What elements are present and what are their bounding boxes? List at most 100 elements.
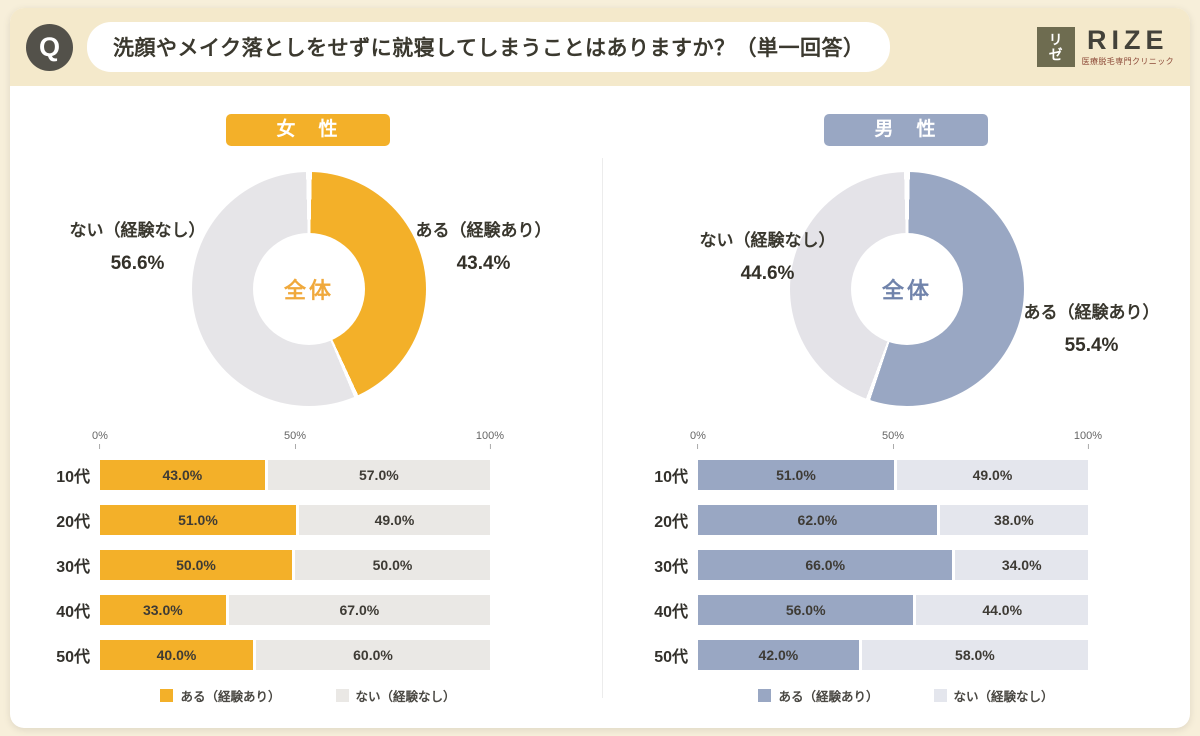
stacked-bar: 62.0% 38.0% xyxy=(698,505,1088,535)
bar-segment-nai: 57.0% xyxy=(267,460,490,490)
female-donut-label-aru: ある（経験あり） 43.4% xyxy=(386,216,581,275)
female-donut-label-nai: ない（経験なし） 56.6% xyxy=(40,216,235,275)
axis-tick: 50% xyxy=(284,430,306,449)
legend-item: ない（経験なし） xyxy=(335,686,456,705)
bar-row: 20代 51.0% 49.0% xyxy=(28,505,490,535)
male-nai-label: ない（経験なし） xyxy=(699,231,836,250)
age-label: 10代 xyxy=(56,469,90,486)
age-label: 40代 xyxy=(56,604,90,621)
age-label: 20代 xyxy=(654,514,688,531)
bar-segment-aru: 33.0% xyxy=(100,595,229,625)
male-bar-rows: 10代 51.0% 49.0% 20代 62.0% 38.0% 30代 66.0% 34.0% 4… xyxy=(626,460,1088,685)
bar-row: 10代 43.0% 57.0% xyxy=(28,460,490,490)
axis-tick: 50% xyxy=(882,430,904,449)
female-bar-axis: 0% 50% 100% xyxy=(92,430,504,450)
stacked-bar: 43.0% 57.0% xyxy=(100,460,490,490)
axis-tick-label: 100% xyxy=(1073,430,1103,442)
legend-label: ない（経験なし） xyxy=(355,690,456,704)
rize-logo: リゼ RIZE 医療脱毛専門クリニック xyxy=(1036,27,1174,67)
legend-swatch-icon xyxy=(933,689,947,702)
rize-logo-name: RIZE xyxy=(1087,25,1169,55)
male-donut-center-label: 全体 xyxy=(881,278,932,303)
male-donut-label-nai: ない（経験なし） 44.6% xyxy=(670,226,865,285)
legend-item: ない（経験なし） xyxy=(933,686,1054,705)
legend-label: ある（経験あり） xyxy=(180,690,281,704)
male-bar-axis: 0% 50% 100% xyxy=(690,430,1102,450)
bar-segment-nai: 44.0% xyxy=(916,595,1088,625)
card: Q 洗顔やメイク落としをせずに就寝してしまうことはありますか？（単一回答） リゼ… xyxy=(10,8,1190,728)
female-nai-label: ない（経験なし） xyxy=(69,221,206,240)
bar-row: 10代 51.0% 49.0% xyxy=(626,460,1088,490)
male-donut-label-aru: ある（経験あり） 55.4% xyxy=(994,298,1189,357)
bar-row: 40代 56.0% 44.0% xyxy=(626,595,1088,625)
male-aru-percent: 55.4% xyxy=(1064,335,1119,356)
female-aru-percent: 43.4% xyxy=(456,253,511,274)
stacked-bar: 40.0% 60.0% xyxy=(100,640,490,670)
question-title: 洗顔やメイク落としをせずに就寝してしまうことはありますか？（単一回答） xyxy=(87,22,891,72)
bar-segment-aru: 50.0% xyxy=(100,550,295,580)
stacked-bar: 56.0% 44.0% xyxy=(698,595,1088,625)
bar-segment-nai: 67.0% xyxy=(228,595,490,625)
stacked-bar: 66.0% 34.0% xyxy=(698,550,1088,580)
bar-segment-aru: 51.0% xyxy=(698,460,897,490)
axis-tick-label: 50% xyxy=(283,430,307,442)
bar-row: 20代 62.0% 38.0% xyxy=(626,505,1088,535)
axis-tick-mark xyxy=(892,444,894,449)
rize-logo-subtext: 医療脱毛専門クリニック xyxy=(1081,57,1174,66)
female-aru-label: ある（経験あり） xyxy=(415,221,552,240)
stacked-bar: 50.0% 50.0% xyxy=(100,550,490,580)
bar-segment-nai: 50.0% xyxy=(295,550,490,580)
axis-tick: 0% xyxy=(92,430,108,449)
female-legend: ある（経験あり） ない（経験なし） xyxy=(24,686,592,705)
legend-swatch-icon xyxy=(335,689,349,702)
bar-segment-nai: 49.0% xyxy=(896,460,1088,490)
bar-segment-aru: 66.0% xyxy=(698,550,956,580)
bar-row: 30代 66.0% 34.0% xyxy=(626,550,1088,580)
bar-segment-nai: 38.0% xyxy=(939,505,1088,535)
bar-segment-aru: 43.0% xyxy=(100,460,268,490)
male-donut-hole: 全体 xyxy=(851,233,963,345)
female-donut-hole: 全体 xyxy=(253,233,365,345)
legend-item: ある（経験あり） xyxy=(758,686,879,705)
legend-label: ない（経験なし） xyxy=(953,690,1054,704)
stacked-bar: 42.0% 58.0% xyxy=(698,640,1088,670)
female-bar-rows: 10代 43.0% 57.0% 20代 51.0% 49.0% 30代 50.0% 50.0% 4… xyxy=(28,460,490,685)
stacked-bar: 33.0% 67.0% xyxy=(100,595,490,625)
bar-segment-aru: 42.0% xyxy=(698,640,862,670)
header: Q 洗顔やメイク落としをせずに就寝してしまうことはありますか？（単一回答） リゼ… xyxy=(10,8,1190,86)
rize-logo-text: RIZE 医療脱毛専門クリニック xyxy=(1082,27,1174,67)
bar-segment-aru: 51.0% xyxy=(100,505,299,535)
male-nai-percent: 44.6% xyxy=(740,263,795,284)
axis-tick-mark xyxy=(697,444,699,449)
axis-tick: 0% xyxy=(690,430,706,449)
bar-segment-aru: 56.0% xyxy=(698,595,917,625)
column-divider xyxy=(602,158,603,698)
male-donut-chart: 全体 xyxy=(790,172,1024,406)
female-group-badge: 女 性 xyxy=(226,114,390,146)
bar-row: 50代 42.0% 58.0% xyxy=(626,640,1088,670)
bar-segment-nai: 34.0% xyxy=(955,550,1088,580)
male-group-badge: 男 性 xyxy=(824,114,988,146)
axis-tick-mark xyxy=(99,444,101,449)
axis-tick-label: 50% xyxy=(881,430,905,442)
age-label: 30代 xyxy=(56,559,90,576)
male-aru-label: ある（経験あり） xyxy=(1023,303,1160,322)
question-icon: Q xyxy=(26,23,73,71)
axis-tick-mark xyxy=(489,444,491,449)
bar-segment-nai: 60.0% xyxy=(256,640,490,670)
axis-tick-label: 0% xyxy=(690,430,706,442)
axis-tick-mark xyxy=(1087,444,1089,449)
age-label: 10代 xyxy=(654,469,688,486)
female-donut-chart: 全体 xyxy=(192,172,426,406)
bar-segment-aru: 62.0% xyxy=(698,505,940,535)
stacked-bar: 51.0% 49.0% xyxy=(100,505,490,535)
male-legend: ある（経験あり） ない（経験なし） xyxy=(622,686,1190,705)
age-label: 50代 xyxy=(654,649,688,666)
bar-row: 50代 40.0% 60.0% xyxy=(28,640,490,670)
bar-row: 30代 50.0% 50.0% xyxy=(28,550,490,580)
legend-swatch-icon xyxy=(160,689,174,702)
axis-tick-label: 100% xyxy=(475,430,505,442)
age-label: 40代 xyxy=(654,604,688,621)
age-label: 20代 xyxy=(56,514,90,531)
